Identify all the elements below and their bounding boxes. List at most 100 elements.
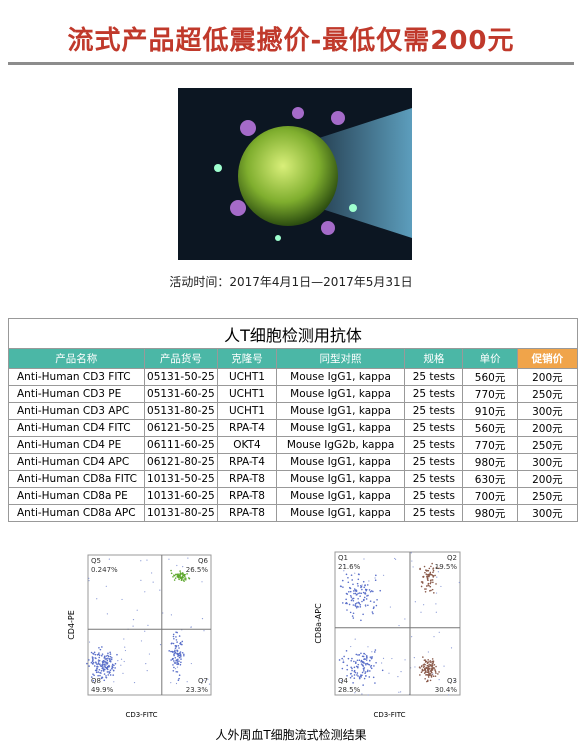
dot bbox=[353, 660, 355, 663]
dot bbox=[94, 661, 97, 664]
dot bbox=[373, 651, 376, 653]
dot bbox=[185, 578, 187, 581]
table-cell: Mouse IgG1, kappa bbox=[275, 470, 406, 488]
table-row: Anti-Human CD4 APC 06121-80-25 RPA-T4 Mouse… bbox=[8, 453, 579, 471]
plot-frame bbox=[334, 551, 461, 696]
dot bbox=[438, 631, 440, 633]
dot bbox=[342, 586, 344, 588]
dot bbox=[174, 573, 177, 576]
dot bbox=[340, 680, 343, 682]
table-cell: 300元 bbox=[516, 453, 579, 471]
table-cell: 25 tests bbox=[404, 470, 464, 488]
dot bbox=[103, 663, 106, 666]
dot bbox=[170, 682, 172, 684]
dot bbox=[120, 664, 122, 666]
dot bbox=[419, 674, 421, 676]
dot bbox=[104, 660, 106, 662]
dot bbox=[364, 604, 367, 606]
dot bbox=[368, 589, 371, 591]
dot bbox=[101, 653, 104, 655]
x-axis-label: CD3-FITC bbox=[125, 711, 157, 719]
dot bbox=[99, 674, 101, 677]
dot bbox=[201, 617, 204, 620]
table-cell: 10131-50-25 bbox=[143, 470, 219, 488]
dot bbox=[96, 665, 98, 668]
dot bbox=[364, 671, 367, 673]
dot bbox=[172, 669, 175, 672]
dot bbox=[422, 656, 424, 658]
dot bbox=[353, 669, 356, 672]
dot bbox=[339, 585, 342, 587]
dot bbox=[178, 674, 181, 677]
dot bbox=[346, 664, 348, 667]
dot bbox=[388, 672, 390, 674]
dot bbox=[173, 660, 175, 662]
dot bbox=[99, 665, 102, 667]
quadrant-percent: 19.5% bbox=[435, 563, 458, 571]
dot bbox=[358, 659, 361, 661]
dot bbox=[176, 649, 178, 652]
dot bbox=[97, 674, 99, 677]
dot bbox=[410, 552, 412, 554]
dot bbox=[369, 666, 372, 668]
dot bbox=[346, 668, 349, 671]
dot bbox=[354, 572, 356, 574]
dot bbox=[424, 591, 427, 593]
price-table: 人T细胞检测用抗体 产品名称 产品货号 克隆号 同型对照 规格 单价 促销价 Anti-Huma… bbox=[8, 318, 579, 522]
dot bbox=[172, 664, 174, 666]
table-cell: UCHT1 bbox=[217, 402, 277, 420]
dot bbox=[367, 604, 369, 607]
dot bbox=[349, 590, 352, 593]
dot bbox=[437, 673, 439, 675]
dot bbox=[363, 667, 366, 669]
quadrant-name: Q5 bbox=[91, 557, 101, 565]
dot bbox=[92, 652, 94, 655]
dot bbox=[429, 672, 432, 675]
dot bbox=[431, 588, 434, 591]
table-cell: Anti-Human CD4 FITC bbox=[8, 419, 145, 437]
dot bbox=[97, 671, 100, 673]
table-cell: 06121-80-25 bbox=[143, 453, 219, 471]
dot bbox=[432, 581, 434, 584]
dot bbox=[363, 670, 365, 672]
dot bbox=[343, 570, 345, 572]
dot bbox=[116, 653, 118, 656]
dot bbox=[342, 659, 345, 661]
dot bbox=[432, 662, 434, 664]
dot bbox=[178, 656, 181, 659]
dot bbox=[348, 603, 351, 606]
dot bbox=[349, 611, 352, 614]
dot bbox=[91, 656, 94, 658]
dot bbox=[427, 651, 429, 653]
dot bbox=[364, 653, 367, 656]
dot bbox=[105, 675, 107, 677]
dot bbox=[170, 659, 172, 661]
dot bbox=[184, 576, 186, 578]
table-cell: RPA-T8 bbox=[217, 470, 277, 488]
dot bbox=[342, 661, 345, 664]
dot bbox=[348, 586, 351, 589]
plot-frame bbox=[87, 554, 212, 696]
dot bbox=[429, 582, 432, 585]
table-cell: 25 tests bbox=[404, 402, 464, 420]
dot bbox=[360, 652, 362, 655]
dot bbox=[190, 626, 192, 628]
dot bbox=[432, 660, 435, 662]
table-cell: 06121-50-25 bbox=[143, 419, 219, 437]
dot bbox=[182, 579, 185, 581]
dot bbox=[362, 599, 365, 601]
dot bbox=[375, 604, 378, 607]
table-cell: 560元 bbox=[462, 419, 518, 437]
dot bbox=[92, 658, 94, 661]
dot bbox=[176, 631, 178, 634]
dot bbox=[178, 635, 181, 637]
dot bbox=[359, 606, 362, 608]
table-row: Anti-Human CD8a APC 10131-80-25 RPA-T8 Mous… bbox=[8, 504, 579, 522]
dot bbox=[90, 661, 93, 664]
dot bbox=[181, 572, 184, 574]
dot bbox=[365, 589, 367, 592]
dot bbox=[178, 647, 180, 649]
dot bbox=[431, 562, 433, 565]
dot bbox=[352, 599, 355, 602]
